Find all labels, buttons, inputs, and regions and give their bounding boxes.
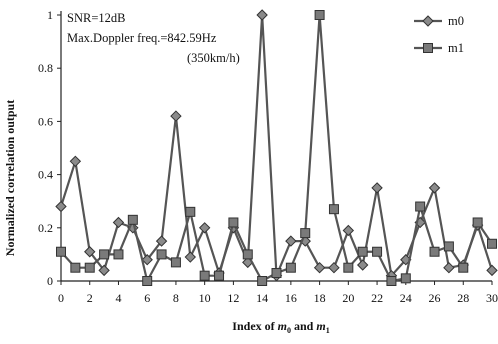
data-point-m1 [228, 217, 239, 228]
annotation-snr: SNR=12dB [67, 11, 125, 25]
data-point-m1 [199, 270, 210, 281]
x-axis-title-part: Index of [232, 319, 277, 333]
series-group [55, 9, 498, 286]
x-tick-label: 6 [144, 291, 150, 305]
data-point-m1 [400, 273, 411, 284]
data-point-m0 [313, 261, 326, 274]
data-point-m0 [170, 110, 182, 122]
data-point-m0 [285, 235, 297, 247]
x-axis-title: Index of m0 and m1 [232, 319, 329, 335]
data-point-m0 [184, 251, 197, 263]
data-point-m0 [112, 216, 125, 229]
x-tick-label: 4 [115, 291, 121, 305]
legend-label-m0: m0 [448, 14, 464, 28]
x-tick-label: 16 [285, 291, 297, 305]
data-point-m1 [56, 246, 66, 257]
x-tick-label: 10 [199, 291, 211, 305]
data-point-m1 [156, 249, 167, 260]
x-tick-label: 20 [342, 291, 354, 305]
legend-marker-m1 [423, 43, 433, 53]
data-point-m1 [458, 262, 469, 273]
data-point-m0 [98, 264, 110, 277]
data-point-m0 [371, 182, 383, 194]
data-point-m0 [198, 222, 211, 234]
data-point-m0 [155, 235, 168, 247]
data-point-m0 [443, 261, 455, 274]
x-axis-title-m0-sub: 0 [287, 326, 291, 335]
annotation-speed: (350km/h) [187, 51, 240, 65]
legend-marker-m0 [422, 15, 434, 27]
x-tick-label: 12 [227, 291, 239, 305]
x-tick-label: 18 [314, 291, 326, 305]
legend-label-m1: m1 [448, 41, 464, 55]
x-tick-label: 28 [457, 291, 469, 305]
data-point-m1 [415, 201, 426, 212]
data-point-m1 [443, 241, 454, 252]
data-point-m1 [343, 262, 354, 273]
data-point-m0 [69, 155, 82, 168]
y-tick-label: 0 [47, 274, 53, 288]
data-point-m1 [99, 249, 110, 260]
y-tick-label: 1 [47, 8, 53, 22]
x-tick-label: 2 [87, 291, 93, 305]
x-tick-label: 24 [400, 291, 412, 305]
data-point-m0 [356, 259, 369, 271]
series-line-m1 [60, 13, 493, 283]
data-point-m1 [372, 246, 383, 257]
x-tick-label: 26 [429, 291, 441, 305]
x-tick-label: 0 [58, 291, 64, 305]
x-tick-label: 30 [486, 291, 498, 305]
legend: m0 m1 [414, 14, 464, 55]
data-point-m1 [386, 276, 397, 286]
data-point-m0 [428, 182, 441, 194]
x-tick-label: 22 [371, 291, 383, 305]
data-point-m0 [328, 261, 340, 274]
x-tick-label: 8 [173, 291, 179, 305]
x-axis-title-m0: m [278, 319, 287, 333]
data-point-m0 [486, 264, 498, 277]
x-axis-title-m1: m [316, 319, 325, 333]
data-point-m1 [300, 228, 311, 239]
y-tick-label: 0.8 [38, 61, 53, 75]
data-point-m1 [84, 262, 95, 273]
data-point-m0 [84, 246, 96, 258]
data-point-m0 [342, 224, 355, 237]
data-point-m1 [285, 262, 296, 273]
data-point-m1 [314, 10, 325, 20]
data-point-m1 [429, 246, 440, 257]
tick-labels: 00.20.40.60.810 2 4 6 8 10 12 14 16 18 20 22 24 26 28 3… [38, 8, 498, 305]
data-point-m1 [142, 276, 153, 286]
data-point-m0 [256, 9, 268, 21]
data-point-m1 [271, 268, 282, 279]
data-point-m1 [257, 276, 268, 286]
data-point-m1 [487, 238, 497, 249]
x-axis-title-m1-sub: 1 [326, 326, 330, 335]
y-tick-label: 0.2 [38, 221, 53, 235]
data-point-m1 [113, 249, 124, 260]
y-axis-title: Normalized correlation output [3, 100, 17, 256]
data-point-m1 [328, 204, 339, 215]
x-axis-title-and: and [291, 319, 316, 333]
data-point-m1 [127, 214, 138, 225]
data-point-m1 [185, 206, 196, 217]
data-point-m1 [170, 257, 181, 268]
data-point-m1 [357, 246, 368, 257]
y-tick-label: 0.6 [38, 114, 53, 128]
data-point-m1 [70, 262, 81, 273]
data-point-m1 [472, 217, 483, 228]
y-tick-label: 0.4 [38, 168, 53, 182]
x-tick-label: 14 [256, 291, 268, 305]
data-point-m1 [242, 249, 253, 260]
annotation-doppler: Max.Doppler freq.=842.59Hz [67, 31, 217, 45]
data-point-m0 [55, 200, 67, 213]
data-point-m0 [141, 254, 153, 266]
data-point-m1 [214, 270, 225, 281]
